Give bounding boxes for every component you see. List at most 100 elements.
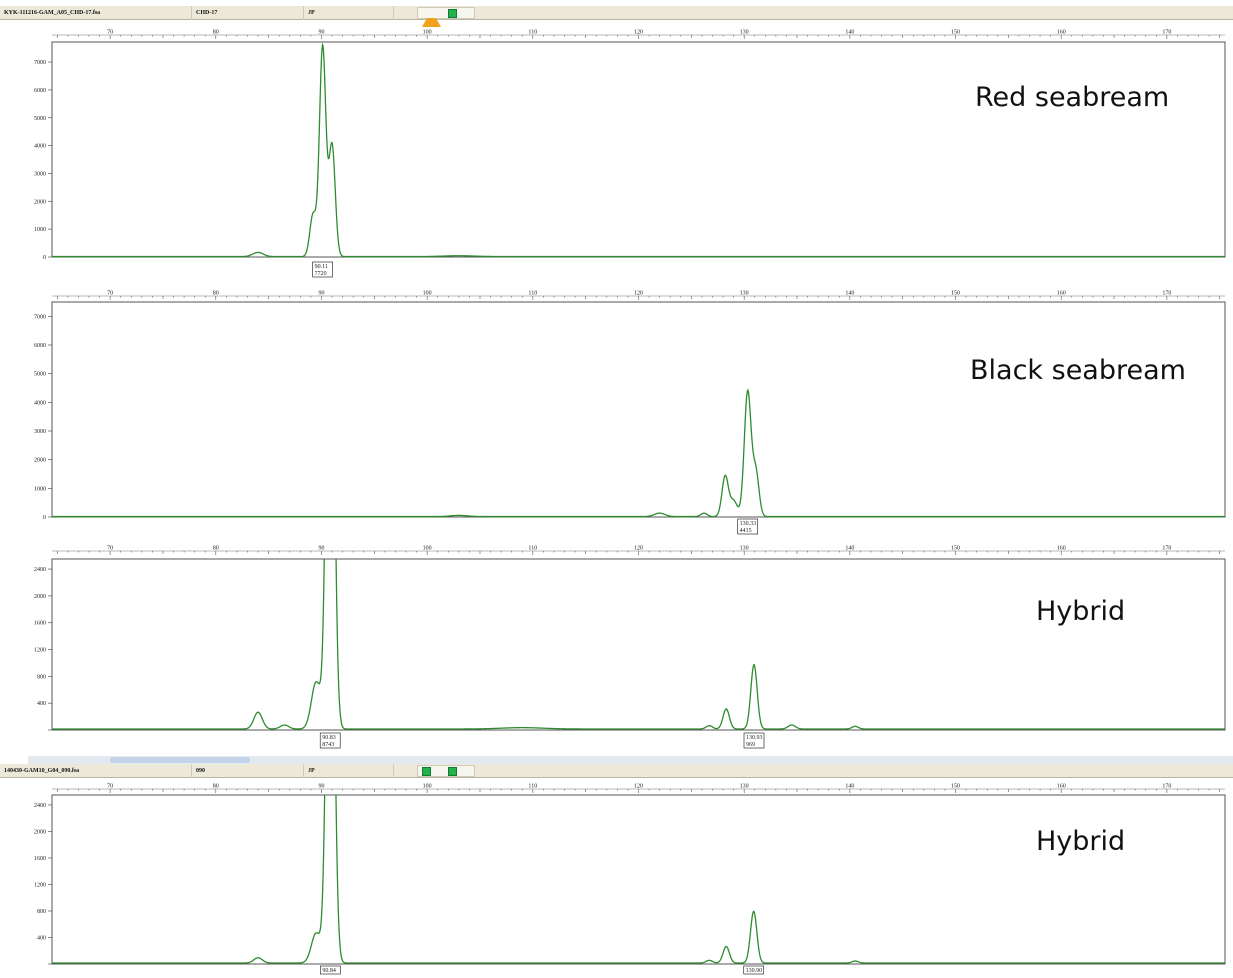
x-tick-label: 130 bbox=[740, 30, 749, 36]
x-tick-label: 120 bbox=[634, 30, 643, 36]
x-tick-label: 140 bbox=[845, 291, 854, 297]
peak-size: 130.93 bbox=[746, 735, 763, 741]
plot-frame bbox=[51, 794, 1226, 965]
x-tick-label: 130 bbox=[740, 546, 749, 552]
dye-name[interactable]: JP bbox=[304, 6, 394, 20]
y-tick-label: 1000 bbox=[34, 486, 46, 492]
y-tick-label: 0 bbox=[43, 515, 46, 521]
x-tick-label: 70 bbox=[107, 30, 113, 36]
plot-frame bbox=[51, 558, 1226, 731]
status-icons bbox=[417, 765, 475, 777]
x-tick-label: 150 bbox=[951, 291, 960, 297]
peak-height: 969 bbox=[746, 742, 755, 748]
y-tick-label: 5000 bbox=[34, 116, 46, 122]
y-tick-label: 1200 bbox=[34, 882, 46, 888]
x-tick-label: 90 bbox=[318, 546, 324, 552]
sample-name[interactable]: CHD-17 bbox=[192, 6, 304, 20]
x-tick-label: 140 bbox=[845, 546, 854, 552]
status-icons bbox=[417, 7, 475, 27]
x-tick-label: 140 bbox=[845, 30, 854, 36]
peak-label[interactable]: 130.90 bbox=[743, 965, 765, 975]
horizontal-scrollbar[interactable] bbox=[28, 756, 1233, 764]
y-tick-label: 800 bbox=[37, 909, 46, 915]
dye-name[interactable]: JP bbox=[304, 764, 394, 778]
trace-line bbox=[52, 795, 1225, 964]
y-tick-label: 2400 bbox=[34, 567, 46, 573]
x-tick-label: 80 bbox=[213, 291, 219, 297]
peak-height: 4415 bbox=[740, 528, 752, 534]
x-tick-label: 80 bbox=[213, 30, 219, 36]
file-name[interactable]: 140430-GAM10_G04_090.fsa bbox=[0, 764, 192, 778]
x-tick-label: 70 bbox=[107, 784, 113, 790]
x-tick-label: 100 bbox=[423, 784, 432, 790]
green-status-icon[interactable] bbox=[448, 9, 457, 18]
trace-line bbox=[52, 388, 1225, 518]
y-tick-label: 6000 bbox=[34, 343, 46, 349]
x-tick-label: 130 bbox=[740, 784, 749, 790]
y-tick-label: 7000 bbox=[34, 60, 46, 66]
y-tick-label: 2000 bbox=[34, 594, 46, 600]
peak-height: 7720 bbox=[315, 271, 327, 277]
y-tick-label: 400 bbox=[37, 935, 46, 941]
peak-size: 130.33 bbox=[740, 521, 757, 527]
y-tick-label: 2000 bbox=[34, 458, 46, 464]
file-header-2: 140430-GAM10_G04_090.fsa 090 JP bbox=[0, 764, 1233, 778]
peak-size: 90.84 bbox=[322, 968, 336, 974]
x-tick-label: 160 bbox=[1057, 784, 1066, 790]
y-tick-label: 3000 bbox=[34, 429, 46, 435]
sample-label-hybrid-1: Hybrid bbox=[1036, 596, 1126, 627]
x-tick-label: 110 bbox=[528, 546, 537, 552]
x-tick-label: 170 bbox=[1162, 30, 1171, 36]
x-tick-label: 160 bbox=[1057, 291, 1066, 297]
sample-label-hybrid-2: Hybrid bbox=[1036, 826, 1126, 857]
warning-icon[interactable] bbox=[422, 9, 441, 27]
x-tick-label: 70 bbox=[107, 546, 113, 552]
peak-size: 90.11 bbox=[315, 264, 328, 270]
y-tick-label: 0 bbox=[43, 255, 46, 261]
y-tick-label: 6000 bbox=[34, 88, 46, 94]
peak-label[interactable]: 90.84 bbox=[319, 965, 341, 975]
scrollbar-thumb[interactable] bbox=[110, 757, 250, 763]
y-tick-label: 5000 bbox=[34, 372, 46, 378]
y-tick-label: 800 bbox=[37, 674, 46, 680]
x-tick-label: 150 bbox=[951, 30, 960, 36]
x-tick-label: 80 bbox=[213, 546, 219, 552]
x-tick-label: 160 bbox=[1057, 546, 1066, 552]
x-tick-label: 150 bbox=[951, 784, 960, 790]
sample-label-red-seabream: Red seabream bbox=[975, 82, 1170, 113]
y-tick-label: 3000 bbox=[34, 171, 46, 177]
y-tick-label: 1600 bbox=[34, 856, 46, 862]
x-tick-label: 110 bbox=[528, 30, 537, 36]
x-tick-label: 120 bbox=[634, 291, 643, 297]
x-tick-label: 90 bbox=[318, 30, 324, 36]
y-tick-label: 2000 bbox=[34, 199, 46, 205]
y-tick-label: 1200 bbox=[34, 648, 46, 654]
x-tick-label: 170 bbox=[1162, 546, 1171, 552]
sample-name[interactable]: 090 bbox=[192, 764, 304, 778]
green-status-icon[interactable] bbox=[448, 767, 457, 776]
y-tick-label: 2000 bbox=[34, 829, 46, 835]
y-tick-label: 400 bbox=[37, 701, 46, 707]
peak-size: 130.90 bbox=[746, 968, 763, 974]
x-tick-label: 100 bbox=[423, 30, 432, 36]
x-tick-label: 160 bbox=[1057, 30, 1066, 36]
x-tick-label: 70 bbox=[107, 291, 113, 297]
x-tick-label: 90 bbox=[318, 784, 324, 790]
x-tick-label: 90 bbox=[318, 291, 324, 297]
y-tick-label: 7000 bbox=[34, 314, 46, 320]
x-tick-label: 170 bbox=[1162, 291, 1171, 297]
x-tick-label: 100 bbox=[423, 546, 432, 552]
green-status-icon[interactable] bbox=[422, 767, 431, 776]
file-header-1: KYK-111216-GAM_A05_CHD-17.fsa CHD-17 JP bbox=[0, 6, 1233, 27]
y-tick-label: 1000 bbox=[34, 227, 46, 233]
x-tick-label: 140 bbox=[845, 784, 854, 790]
x-tick-label: 110 bbox=[528, 291, 537, 297]
file-name[interactable]: KYK-111216-GAM_A05_CHD-17.fsa bbox=[0, 6, 192, 20]
x-tick-label: 110 bbox=[528, 784, 537, 790]
